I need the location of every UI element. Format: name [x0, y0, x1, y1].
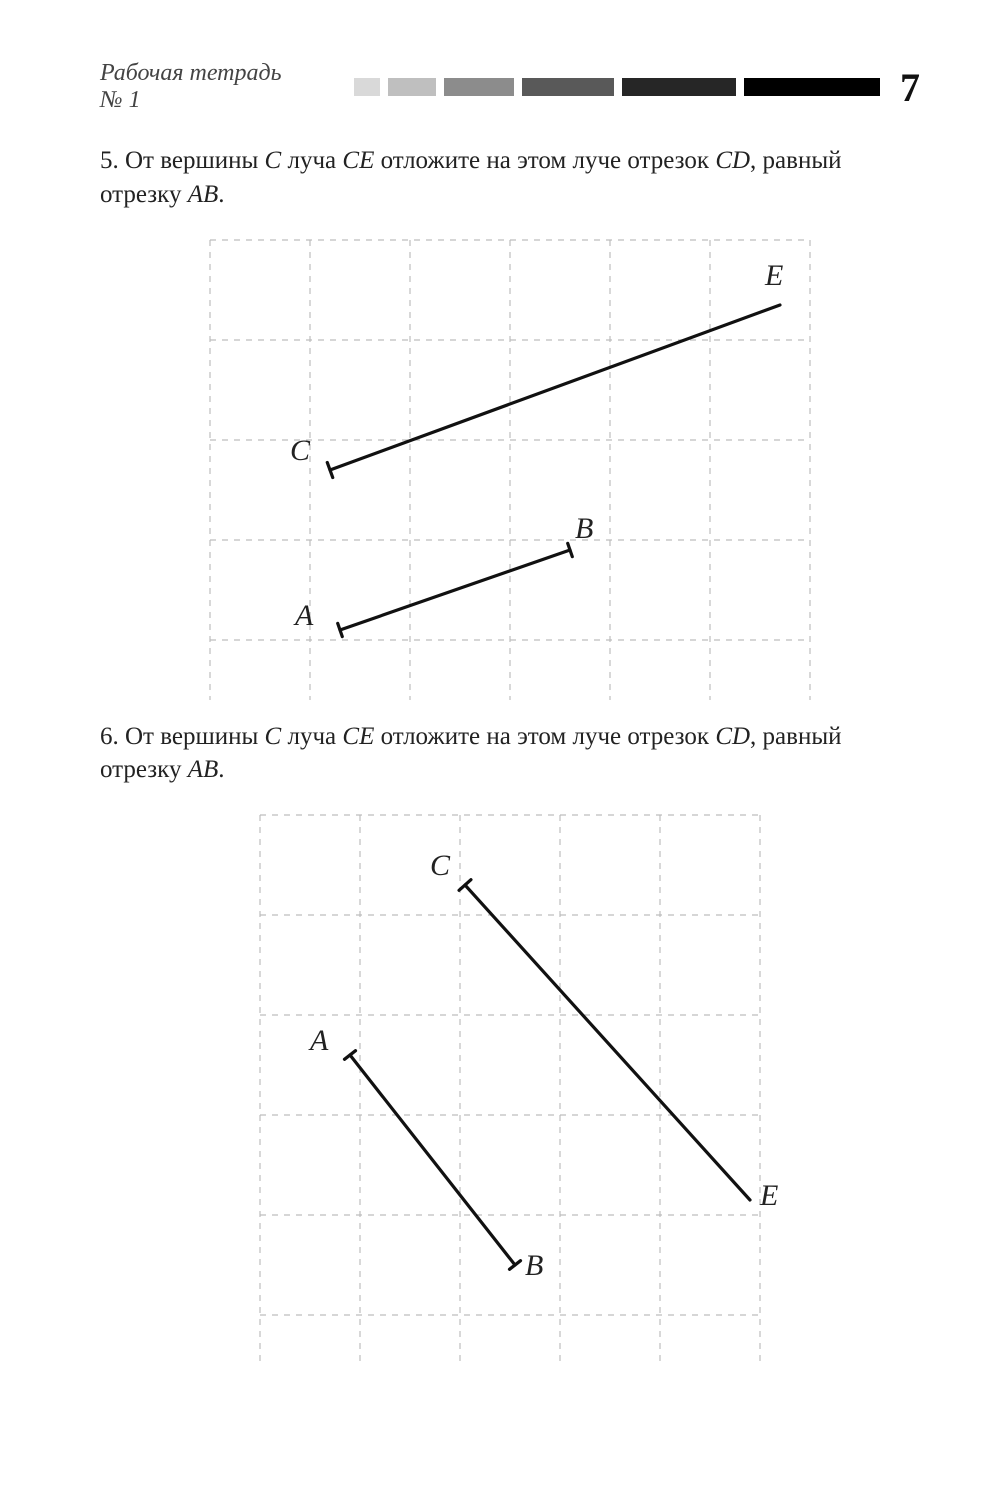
figure-container: C E A B: [100, 805, 920, 1365]
header-bar: [354, 78, 380, 96]
problem-number: 5.: [100, 147, 125, 174]
geometry-figure: C E A B: [160, 230, 860, 700]
header-bar: [388, 78, 436, 96]
text-fragment: AB: [188, 181, 219, 208]
problem-text: 6. От вершины C луча CE отложите на этом…: [100, 720, 920, 788]
svg-text:A: A: [293, 599, 314, 632]
text-fragment: От вершины: [125, 723, 265, 750]
text-fragment: луча: [281, 723, 342, 750]
problem-number: 6.: [100, 723, 125, 750]
svg-text:B: B: [525, 1249, 543, 1282]
text-fragment: CD: [715, 147, 750, 174]
svg-text:E: E: [764, 259, 783, 292]
problem: 6. От вершины C луча CE отложите на этом…: [100, 720, 920, 1366]
workbook-title: Рабочая тетрадь № 1: [100, 60, 304, 114]
svg-text:C: C: [290, 434, 311, 467]
page-header: Рабочая тетрадь № 1 7: [100, 60, 920, 114]
header-bar: [622, 78, 736, 96]
text-fragment: отложите на этом луче отрезок: [374, 723, 715, 750]
page-number: 7: [900, 64, 920, 111]
text-fragment: отложите на этом луче отрезок: [374, 147, 715, 174]
problem-text: 5. От вершины C луча CE отложите на этом…: [100, 144, 920, 212]
text-fragment: CE: [342, 723, 374, 750]
geometry-figure: C E A B: [190, 805, 830, 1365]
header-gradient-bars: [324, 78, 880, 96]
header-bar: [744, 78, 880, 96]
text-fragment: CE: [342, 147, 374, 174]
text-fragment: От вершины: [125, 147, 265, 174]
figure-container: C E A B: [100, 230, 920, 700]
svg-text:E: E: [759, 1179, 778, 1212]
text-fragment: AB: [188, 756, 219, 783]
text-fragment: луча: [281, 147, 342, 174]
svg-text:B: B: [575, 512, 593, 545]
text-fragment: C: [265, 147, 282, 174]
header-bar: [522, 78, 614, 96]
svg-text:C: C: [430, 849, 451, 882]
svg-text:A: A: [308, 1024, 329, 1057]
header-bar: [444, 78, 514, 96]
text-fragment: .: [218, 181, 224, 208]
problems-container: 5. От вершины C луча CE отложите на этом…: [100, 144, 920, 1365]
page: Рабочая тетрадь № 1 7 5. От вершины C лу…: [0, 0, 1000, 1501]
text-fragment: CD: [715, 723, 750, 750]
text-fragment: C: [265, 723, 282, 750]
problem: 5. От вершины C луча CE отложите на этом…: [100, 144, 920, 700]
text-fragment: .: [218, 756, 224, 783]
